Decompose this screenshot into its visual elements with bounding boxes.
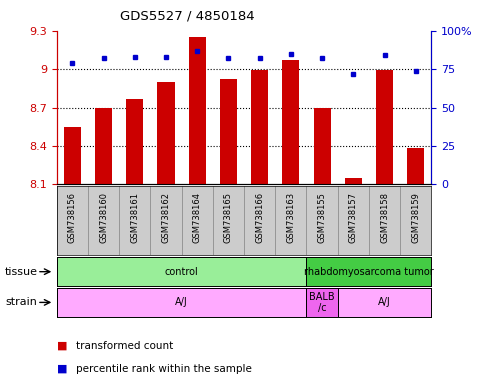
Text: GSM738156: GSM738156	[68, 192, 77, 243]
Bar	[95, 108, 112, 184]
Bar	[345, 178, 362, 184]
Text: BALB
/c: BALB /c	[309, 291, 335, 313]
Text: GDS5527 / 4850184: GDS5527 / 4850184	[120, 10, 255, 23]
Text: GSM738164: GSM738164	[193, 192, 202, 243]
Text: GSM738155: GSM738155	[317, 192, 326, 243]
Text: A/J: A/J	[175, 297, 188, 308]
Text: strain: strain	[5, 297, 37, 308]
Bar	[57, 257, 307, 286]
Text: A/J: A/J	[378, 297, 391, 308]
Bar	[189, 37, 206, 184]
Text: GSM738159: GSM738159	[411, 192, 420, 243]
Bar	[64, 127, 81, 184]
Bar	[251, 70, 268, 184]
Text: control: control	[165, 266, 199, 277]
Bar	[307, 257, 431, 286]
Bar	[282, 60, 299, 184]
Text: rhabdomyosarcoma tumor: rhabdomyosarcoma tumor	[304, 266, 434, 277]
Bar	[376, 70, 393, 184]
Bar	[126, 99, 143, 184]
Text: GSM738165: GSM738165	[224, 192, 233, 243]
Bar	[307, 288, 338, 317]
Text: ■: ■	[57, 364, 67, 374]
Text: GSM738163: GSM738163	[286, 192, 295, 243]
Bar	[220, 79, 237, 184]
Bar	[157, 82, 175, 184]
Text: GSM738161: GSM738161	[130, 192, 139, 243]
Text: GSM738158: GSM738158	[380, 192, 389, 243]
Text: ■: ■	[57, 341, 67, 351]
Bar	[338, 288, 431, 317]
Text: transformed count: transformed count	[76, 341, 174, 351]
Text: GSM738166: GSM738166	[255, 192, 264, 243]
Bar	[57, 288, 307, 317]
Text: GSM738162: GSM738162	[162, 192, 171, 243]
Bar	[314, 108, 331, 184]
Text: GSM738160: GSM738160	[99, 192, 108, 243]
Text: percentile rank within the sample: percentile rank within the sample	[76, 364, 252, 374]
Bar	[407, 149, 424, 184]
Text: tissue: tissue	[5, 266, 38, 277]
Text: GSM738157: GSM738157	[349, 192, 358, 243]
